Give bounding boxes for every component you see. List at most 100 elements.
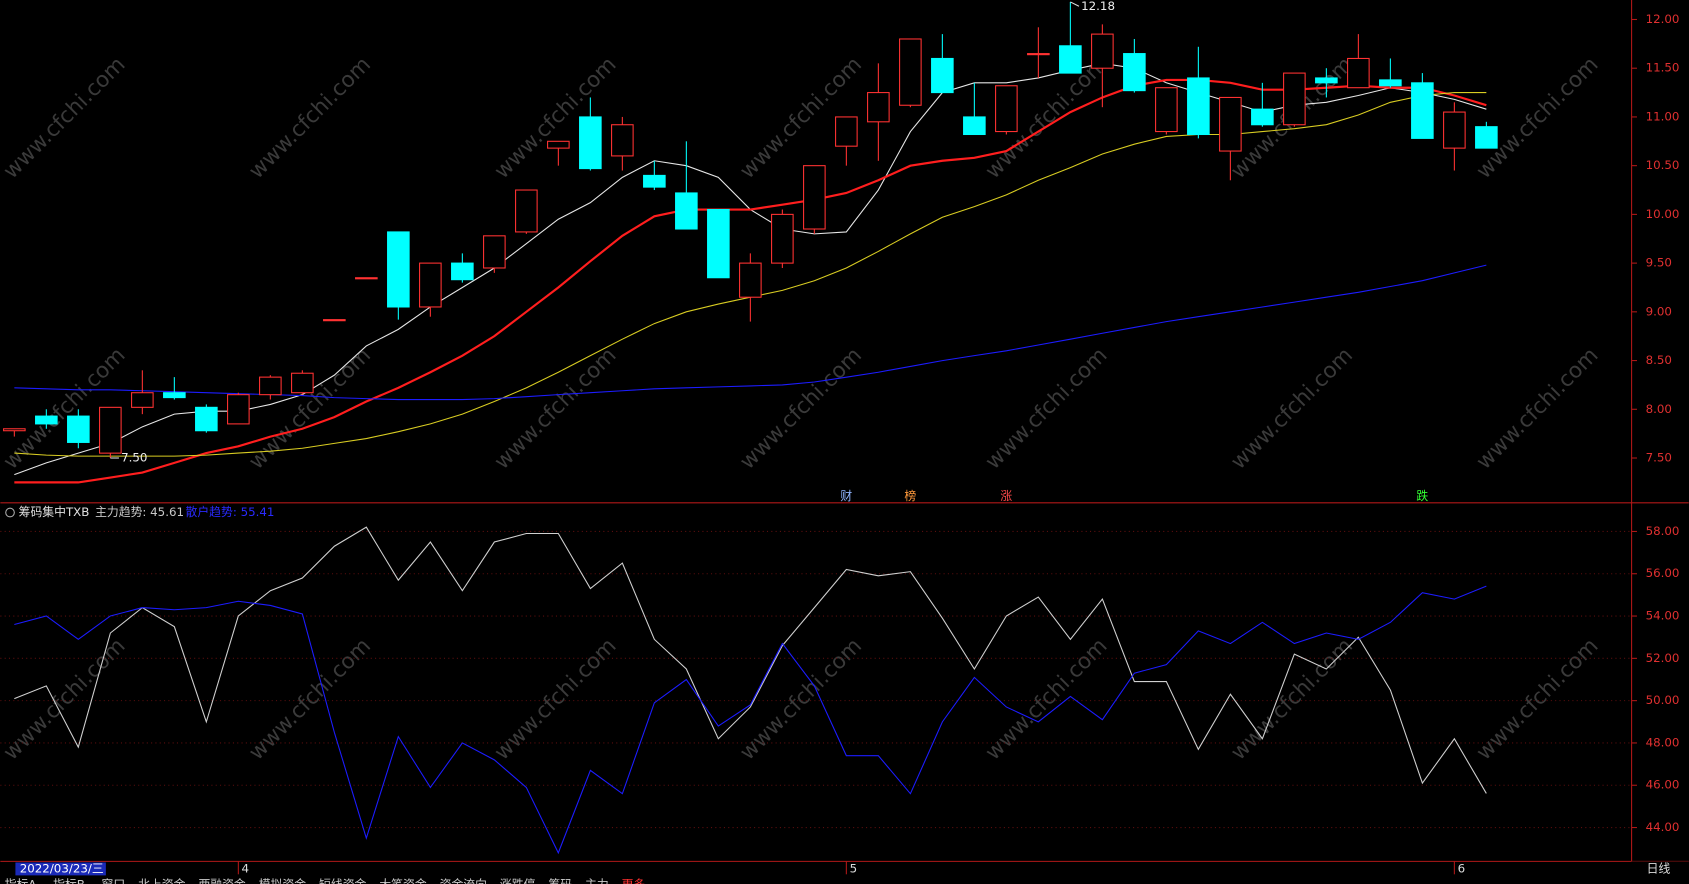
candle-body	[1379, 79, 1402, 87]
candle-body	[1219, 96, 1242, 152]
tab[interactable]: 大笔资金	[379, 878, 426, 884]
candle-body	[547, 140, 570, 149]
event-marker: 财	[840, 489, 852, 503]
y-tick-label: 58.00	[1646, 524, 1680, 538]
candle-body	[35, 415, 58, 425]
candle-body	[195, 406, 218, 432]
x-tick-label: 6	[1458, 861, 1466, 875]
candle-body	[1315, 77, 1338, 84]
tab[interactable]: 模拟资金	[259, 878, 306, 884]
y-tick-label: 8.50	[1646, 353, 1672, 367]
tab[interactable]: 主力	[585, 878, 609, 884]
candle-body	[1123, 53, 1146, 92]
candle-body	[1251, 108, 1274, 126]
candle-body	[771, 213, 794, 264]
period-box[interactable]	[1631, 861, 1689, 877]
candle-body	[163, 392, 186, 399]
candle-body	[963, 116, 986, 136]
candle-body	[1187, 77, 1210, 136]
y-tick-label: 44.00	[1646, 820, 1680, 834]
y-tick-label: 10.00	[1646, 207, 1680, 221]
collapse-icon[interactable]	[5, 507, 15, 518]
max-pointer	[1070, 1, 1080, 7]
x-tick-label: 5	[850, 861, 858, 875]
min-label: 7.50	[121, 451, 147, 465]
tab[interactable]: 短线资金	[319, 878, 366, 884]
candle-body	[675, 192, 698, 230]
tab[interactable]: 涨跌停	[500, 878, 536, 884]
y-tick-label: 12.00	[1646, 12, 1680, 26]
y-tick-label: 7.50	[1646, 451, 1672, 465]
candle-body	[1091, 33, 1114, 69]
y-tick-label: 46.00	[1646, 778, 1680, 792]
indicator-value: 主力趋势: 45.61	[95, 505, 184, 519]
candle-body	[803, 165, 826, 230]
candle-body	[931, 57, 954, 94]
y-tick-label: 10.50	[1646, 158, 1680, 172]
candle-body	[1475, 126, 1498, 149]
candle-body	[611, 124, 634, 157]
y-tick-label: 56.00	[1646, 566, 1680, 580]
candle-body	[1155, 87, 1178, 133]
candle-body	[707, 208, 730, 279]
tab[interactable]: 资金流向	[440, 878, 487, 884]
candle-body	[1283, 72, 1306, 126]
tab-strip: 指标A 指标B 窗口 北上资金 两融资金 模拟资金 短线资金 大笔资金 资金流向 涨跌停 筹码 主力 更…	[5, 878, 646, 884]
period-label[interactable]: 日线	[1647, 861, 1671, 875]
line	[14, 526, 1487, 794]
line	[14, 78, 1487, 484]
tab[interactable]: 窗口	[102, 878, 126, 884]
candle-body	[515, 189, 538, 233]
tab[interactable]: 北上资金	[138, 878, 185, 884]
candle-body	[99, 406, 122, 454]
candle-body	[739, 262, 762, 298]
x-tick-label: 4	[242, 861, 250, 875]
candle-body	[995, 85, 1018, 133]
indicator-title: 筹码集中TXB	[19, 505, 90, 519]
candle-body	[131, 392, 154, 408]
cursor-date: 2022/03/23/三	[20, 861, 104, 875]
candle-body	[1411, 82, 1434, 139]
candle-body	[867, 92, 890, 123]
candle-body	[419, 262, 442, 308]
y-tick-label: 9.00	[1646, 304, 1672, 318]
tab[interactable]: 更多	[622, 878, 646, 884]
tab[interactable]: 两融资金	[198, 878, 245, 884]
y-tick-label: 48.00	[1646, 735, 1680, 749]
tab[interactable]: 筹码	[548, 878, 572, 884]
candle-body	[451, 262, 474, 281]
candle-body	[1347, 57, 1370, 89]
y-tick-label: 11.50	[1646, 61, 1680, 75]
candle-body	[899, 38, 922, 106]
y-tick-label: 54.00	[1646, 609, 1680, 623]
candle-body	[67, 415, 90, 443]
candle-body	[323, 319, 346, 322]
candle-body	[835, 116, 858, 147]
tab[interactable]: 指标A	[5, 878, 37, 884]
indicator-value: 散户趋势: 55.41	[186, 505, 275, 519]
y-tick-label: 52.00	[1646, 651, 1680, 665]
event-marker: 跌	[1416, 489, 1428, 503]
y-tick-label: 50.00	[1646, 693, 1680, 707]
candle-body	[643, 174, 666, 188]
tab[interactable]: 指标B	[53, 878, 85, 884]
max-label: 12.18	[1081, 0, 1115, 13]
candle-body	[3, 428, 26, 432]
y-tick-label: 11.00	[1646, 109, 1680, 123]
candle-body	[579, 116, 602, 170]
candle-body	[259, 376, 282, 396]
candle-body	[1059, 45, 1082, 74]
candle-body	[387, 231, 410, 308]
candle-body	[227, 394, 250, 425]
line	[14, 585, 1487, 855]
candle-body	[483, 235, 506, 269]
y-tick-label: 9.50	[1646, 256, 1672, 270]
candle-body	[355, 277, 378, 280]
y-tick-label: 8.00	[1646, 402, 1672, 416]
event-marker: 榜	[904, 489, 916, 503]
event-marker: 涨	[1000, 489, 1012, 503]
candle-body	[1443, 111, 1466, 149]
candle-body	[1027, 53, 1050, 56]
